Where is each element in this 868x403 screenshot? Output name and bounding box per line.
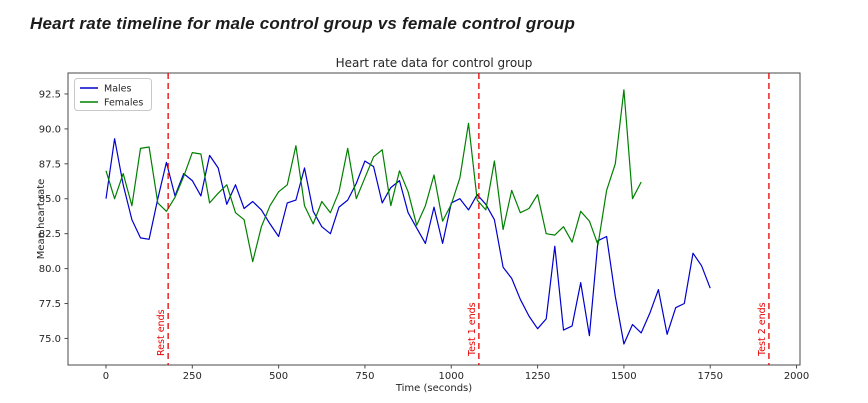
legend-label-females: Females [104,98,143,109]
legend-label-males: Males [104,84,132,95]
y-tick-label: 85.0 [39,194,61,205]
x-tick-label: 250 [183,371,202,382]
test-1-ends-label: Test 1 ends [467,302,478,357]
plot-frame [67,72,801,366]
y-tick-label: 75.0 [39,334,61,345]
males-series-line [105,138,711,345]
x-tick-label: 750 [355,371,374,382]
x-tick-label: 500 [269,371,288,382]
y-axis-label: Mean heart rate [36,179,47,260]
y-tick-label: 80.0 [39,264,61,275]
y-tick-label: 82.5 [39,229,61,240]
y-tick-label: 77.5 [39,299,61,310]
rest-ends-label: Rest ends [156,309,167,356]
x-axis-label: Time (seconds) [395,383,472,394]
females-series-line [105,89,642,263]
test-2-ends-label: Test 2 ends [757,302,768,357]
y-tick-label: 87.5 [39,159,61,170]
y-tick-label: 92.5 [39,89,61,100]
x-tick-label: 0 [103,371,109,382]
x-tick-label: 1000 [439,371,464,382]
y-tick-label: 90.0 [39,124,61,135]
chart-title: Heart rate data for control group [336,56,533,70]
page-title: Heart rate timeline for male control gro… [30,14,576,33]
x-tick-label: 1750 [697,371,722,382]
x-tick-label: 2000 [784,371,809,382]
x-tick-label: 1250 [525,371,550,382]
x-tick-label: 1500 [611,371,636,382]
